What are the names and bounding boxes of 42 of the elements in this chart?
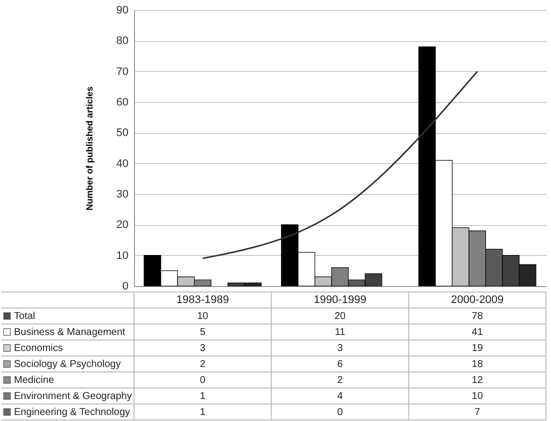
- y-tick-label: 40: [116, 158, 128, 170]
- data-label: 1: [200, 407, 206, 418]
- data-label: 3: [337, 343, 344, 354]
- y-tick-label: 50: [116, 127, 128, 140]
- y-axis-title: Number of published articles: [84, 86, 94, 211]
- legend-label: Medicine: [14, 375, 54, 386]
- data-label: 41: [472, 327, 484, 338]
- legend-label: Economics: [14, 343, 63, 354]
- data-label: 2: [337, 375, 344, 386]
- x-tick-label: 1983-1989: [176, 294, 229, 306]
- data-label: 3: [200, 343, 206, 354]
- y-tick-label: 70: [116, 66, 128, 78]
- legend-label: Sociology & Psychology: [14, 359, 121, 370]
- data-label: 18: [472, 359, 484, 370]
- data-label: 12: [472, 375, 484, 386]
- legend-label: Environment & Geography: [14, 391, 132, 402]
- data-label: 11: [334, 327, 346, 338]
- y-tick-label: 10: [116, 250, 128, 262]
- data-label: 20: [334, 311, 346, 322]
- data-label: 2: [200, 359, 206, 370]
- y-tick-label: 0: [122, 280, 128, 292]
- x-tick-label: 2000-2009: [451, 294, 504, 306]
- y-tick-label: 60: [116, 96, 128, 108]
- data-label: 0: [200, 375, 206, 386]
- data-label: 0: [337, 407, 344, 418]
- y-tick-label: 30: [116, 188, 128, 200]
- y-tick-label: 20: [116, 219, 128, 232]
- x-tick-label: 1990-1999: [314, 294, 366, 306]
- data-label: 1: [200, 391, 206, 402]
- legend-label: Total: [14, 311, 36, 322]
- legend-label: Business & Management: [14, 327, 126, 338]
- data-label: 7: [474, 407, 481, 418]
- data-label: 6: [337, 359, 344, 370]
- y-tick-label: 90: [116, 4, 128, 16]
- data-label: 10: [197, 311, 209, 322]
- data-label: 78: [472, 311, 484, 322]
- data-label: 5: [200, 327, 206, 338]
- data-label: 4: [337, 391, 344, 402]
- y-tick-label: 80: [116, 35, 128, 48]
- data-label: 19: [472, 343, 484, 354]
- legend-label: Engineering & Technology: [14, 407, 130, 418]
- data-label: 10: [472, 391, 484, 402]
